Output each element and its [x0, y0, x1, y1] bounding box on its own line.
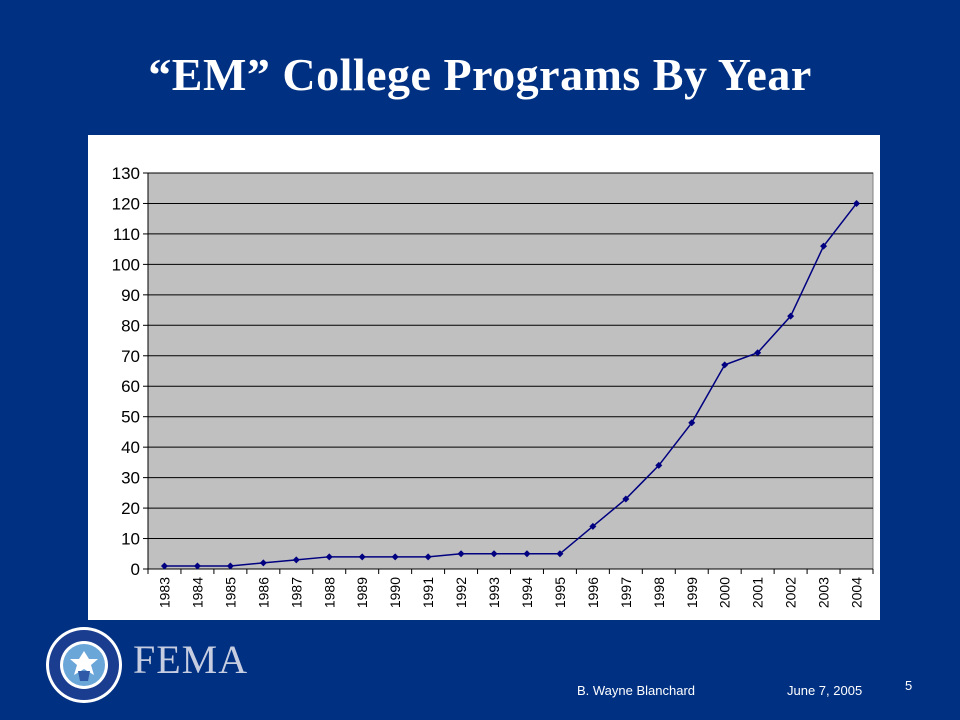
y-tick-label: 80: [121, 316, 140, 335]
x-tick-label: 1995: [552, 577, 568, 608]
data-point: [688, 419, 696, 427]
data-point: [160, 562, 168, 570]
y-tick-label: 90: [121, 286, 140, 305]
data-point: [754, 349, 762, 357]
data-point: [820, 242, 828, 250]
y-tick-label: 30: [121, 469, 140, 488]
x-tick-label: 1983: [156, 577, 172, 608]
y-tick-label: 110: [113, 225, 140, 244]
data-point: [655, 461, 663, 469]
data-point: [589, 522, 597, 530]
data-point: [358, 553, 366, 561]
y-tick-label: 40: [121, 438, 140, 457]
data-point: [490, 550, 498, 558]
data-point: [325, 553, 333, 561]
x-tick-label: 2004: [849, 577, 865, 608]
y-tick-label: 100: [112, 255, 140, 274]
x-tick-label: 1989: [354, 577, 370, 608]
x-tick-label: 1985: [222, 577, 238, 608]
x-tick-label: 2001: [750, 577, 766, 608]
y-tick-label: 130: [112, 164, 140, 183]
x-tick-label: 2003: [816, 577, 832, 608]
x-tick-label: 1994: [519, 577, 535, 608]
x-tick-label: 1997: [618, 577, 634, 608]
x-tick-label: 1999: [684, 577, 700, 608]
data-point: [259, 559, 267, 567]
x-tick-label: 1998: [651, 577, 667, 608]
data-point: [424, 553, 432, 561]
dhs-seal-icon: [46, 627, 122, 703]
x-tick-label: 1996: [585, 577, 601, 608]
y-tick-label: 10: [121, 530, 140, 549]
data-point: [292, 556, 300, 564]
x-tick-label: 1990: [387, 577, 403, 608]
line-chart: 0 10 20 30 40 50 60 70 80 90 100 110 120 130 1983 1984 1…: [112, 164, 874, 608]
data-point: [787, 312, 795, 320]
data-point: [622, 495, 630, 503]
y-tick-label: 60: [121, 377, 140, 396]
data-point: [193, 562, 201, 570]
y-tick-label: 120: [112, 194, 140, 213]
page-number: 5: [905, 678, 913, 693]
x-tick-label: 1992: [453, 577, 469, 608]
x-tick-label: 1987: [288, 577, 304, 608]
x-tick-label: 1984: [189, 577, 205, 608]
x-tick-label: 1991: [420, 577, 436, 608]
plot-area: [147, 172, 874, 570]
x-tick-label: 1986: [255, 577, 271, 608]
data-point: [457, 550, 465, 558]
x-tick-label: 2000: [717, 577, 733, 608]
footer-date: June 7, 2005: [787, 683, 863, 698]
y-tick-label: 50: [121, 408, 140, 427]
data-point: [391, 553, 399, 561]
data-point: [721, 361, 729, 369]
x-tick-label: 1988: [321, 577, 337, 608]
y-tick-label: 20: [121, 499, 140, 518]
fema-logo-text: FEMA: [133, 637, 249, 682]
data-point: [523, 550, 531, 558]
x-tick-label: 1993: [486, 577, 502, 608]
data-point: [226, 562, 234, 570]
y-tick-label: 70: [121, 347, 140, 366]
slide-title: “EM” College Programs By Year: [148, 49, 812, 100]
y-tick-label: 0: [131, 560, 140, 579]
chart-container: 0 10 20 30 40 50 60 70 80 90 100 110 120 130 1983 1984 1…: [88, 135, 880, 620]
data-point: [853, 199, 861, 207]
footer-author: B. Wayne Blanchard: [577, 683, 696, 698]
series-line: [164, 203, 858, 567]
x-tick-label: 2002: [783, 577, 799, 608]
data-point: [556, 550, 564, 558]
